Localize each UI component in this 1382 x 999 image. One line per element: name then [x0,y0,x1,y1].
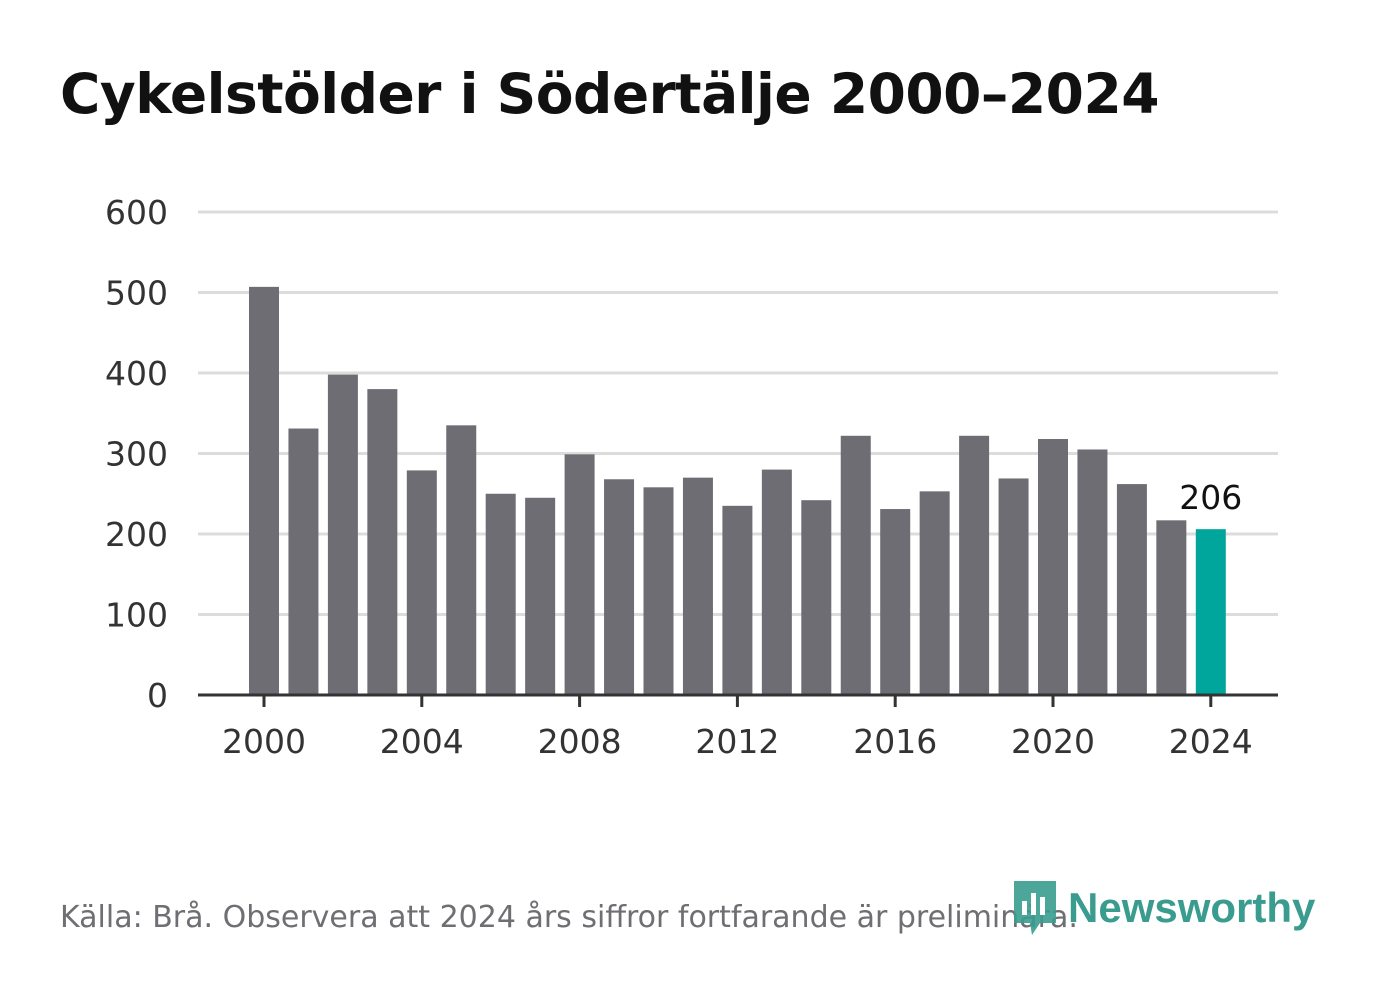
bar-2007 [525,497,556,695]
x-tick-label: 2008 [538,722,622,761]
bar-2018 [959,435,990,695]
source-note: Källa: Brå. Observera att 2024 års siffr… [60,900,1078,935]
y-tick-label: 300 [105,435,168,474]
bar-2023 [1156,520,1187,695]
bar-2014 [801,500,832,695]
bar-2016 [880,509,911,695]
y-tick-label: 400 [105,354,168,393]
bar-2010 [643,487,674,695]
x-tick-label: 2012 [695,722,779,761]
bar-2006 [485,493,516,695]
bar-2000 [249,286,279,695]
brand-name: Newsworthy [1068,884,1316,931]
bar-2013 [761,469,792,695]
bar-2004 [406,470,437,695]
x-tick-label: 2000 [222,722,306,761]
brand-logo[interactable]: Newsworthy [1010,878,1315,938]
bar-2008 [564,454,595,695]
bar-2011 [682,477,713,695]
bar-2003 [367,389,398,695]
data-labels: 206 [1179,478,1242,517]
bar-2002 [327,374,358,695]
bar-2024 [1195,529,1226,695]
bar-2022 [1116,484,1147,695]
bars [249,286,1226,695]
x-axis-ticks: 2000 2004 2008 2012 2016 2020 2024 [222,695,1253,761]
bar-2019 [998,478,1029,695]
x-tick-label: 2016 [853,722,937,761]
y-tick-label: 600 [105,193,168,232]
x-tick-label: 2024 [1169,722,1253,761]
bar-2021 [1077,449,1108,695]
newsworthy-logo-icon [1014,881,1056,935]
bar-2015 [840,435,871,695]
bar-2009 [604,479,635,695]
y-tick-label: 100 [105,596,168,635]
bar-2012 [722,505,753,695]
bar-2001 [288,428,319,695]
data-label-2024: 206 [1179,478,1242,517]
bar-2005 [446,425,477,695]
chart-title: Cykelstölder i Södertälje 2000–2024 [60,62,1160,126]
y-tick-label: 0 [147,676,168,715]
bar-2017 [919,491,950,695]
y-tick-label: 500 [105,274,168,313]
y-tick-label: 200 [105,515,168,554]
bar-2020 [1038,439,1068,695]
x-tick-label: 2020 [1011,722,1095,761]
y-axis-ticks: 0 100 200 300 400 500 600 [105,193,168,715]
x-tick-label: 2004 [380,722,464,761]
